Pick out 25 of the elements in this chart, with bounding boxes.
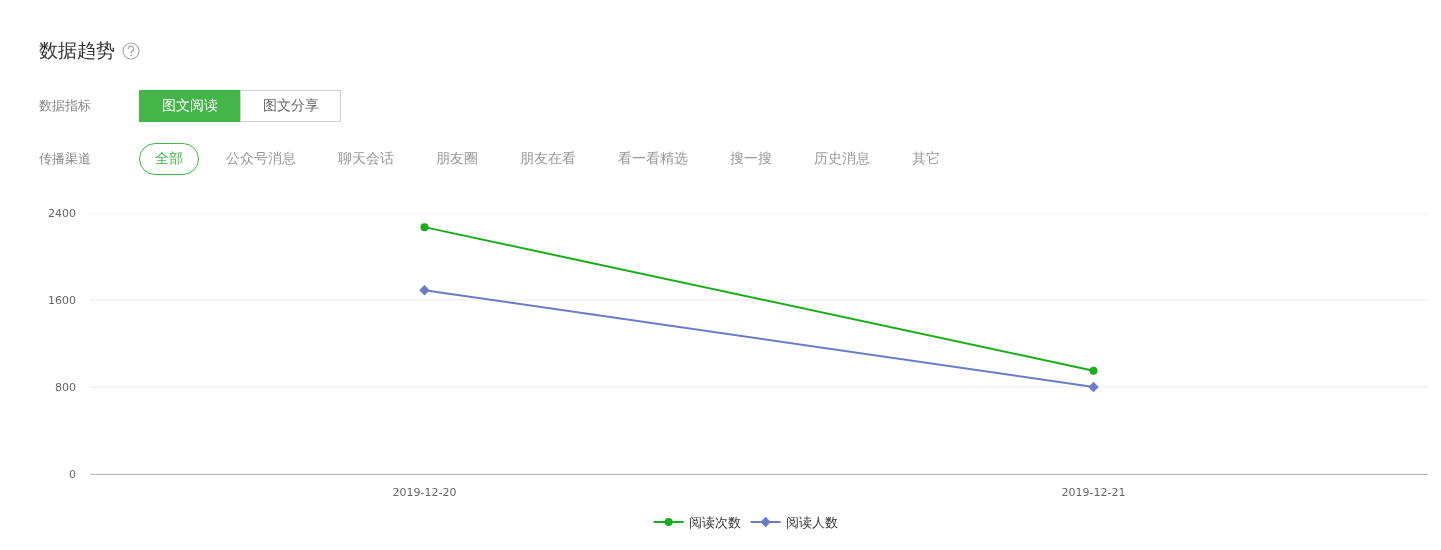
filter-tab[interactable]: 搜一搜 <box>709 143 793 175</box>
filter-tab[interactable]: 朋友在看 <box>499 143 597 175</box>
point <box>420 223 429 232</box>
y-tick-label: 0 <box>69 467 76 481</box>
legend-label: 阅读次数 <box>688 515 741 531</box>
filter-tab[interactable]: 其它 <box>891 143 961 175</box>
y-tick-label: 1600 <box>48 293 76 307</box>
x-tick-label: 2019-12-20 <box>392 486 457 500</box>
tab[interactable]: 图文阅读 <box>139 90 240 122</box>
legend-label: 阅读人数 <box>785 515 838 531</box>
filter-tab[interactable]: 聊天会话 <box>317 143 415 175</box>
y-tick-label: 2400 <box>48 206 76 220</box>
point <box>419 285 430 296</box>
chart-title: 数据趋势 <box>39 38 115 63</box>
x-tick-label: 2019-12-21 <box>1061 486 1126 500</box>
text: 数据指标 <box>39 97 92 115</box>
text: 传播渠道 <box>39 150 92 168</box>
tab[interactable]: 图文分享 <box>240 90 341 122</box>
point <box>1088 381 1099 393</box>
filter-tab[interactable]: 看一看精选 <box>597 143 709 175</box>
filter-tab[interactable]: 朋友圈 <box>415 143 499 175</box>
y-tick-label: 800 <box>55 380 76 394</box>
point <box>1089 366 1098 375</box>
filter-tab[interactable]: 公众号消息 <box>205 143 317 175</box>
filter-tab[interactable]: 历史消息 <box>793 143 891 175</box>
